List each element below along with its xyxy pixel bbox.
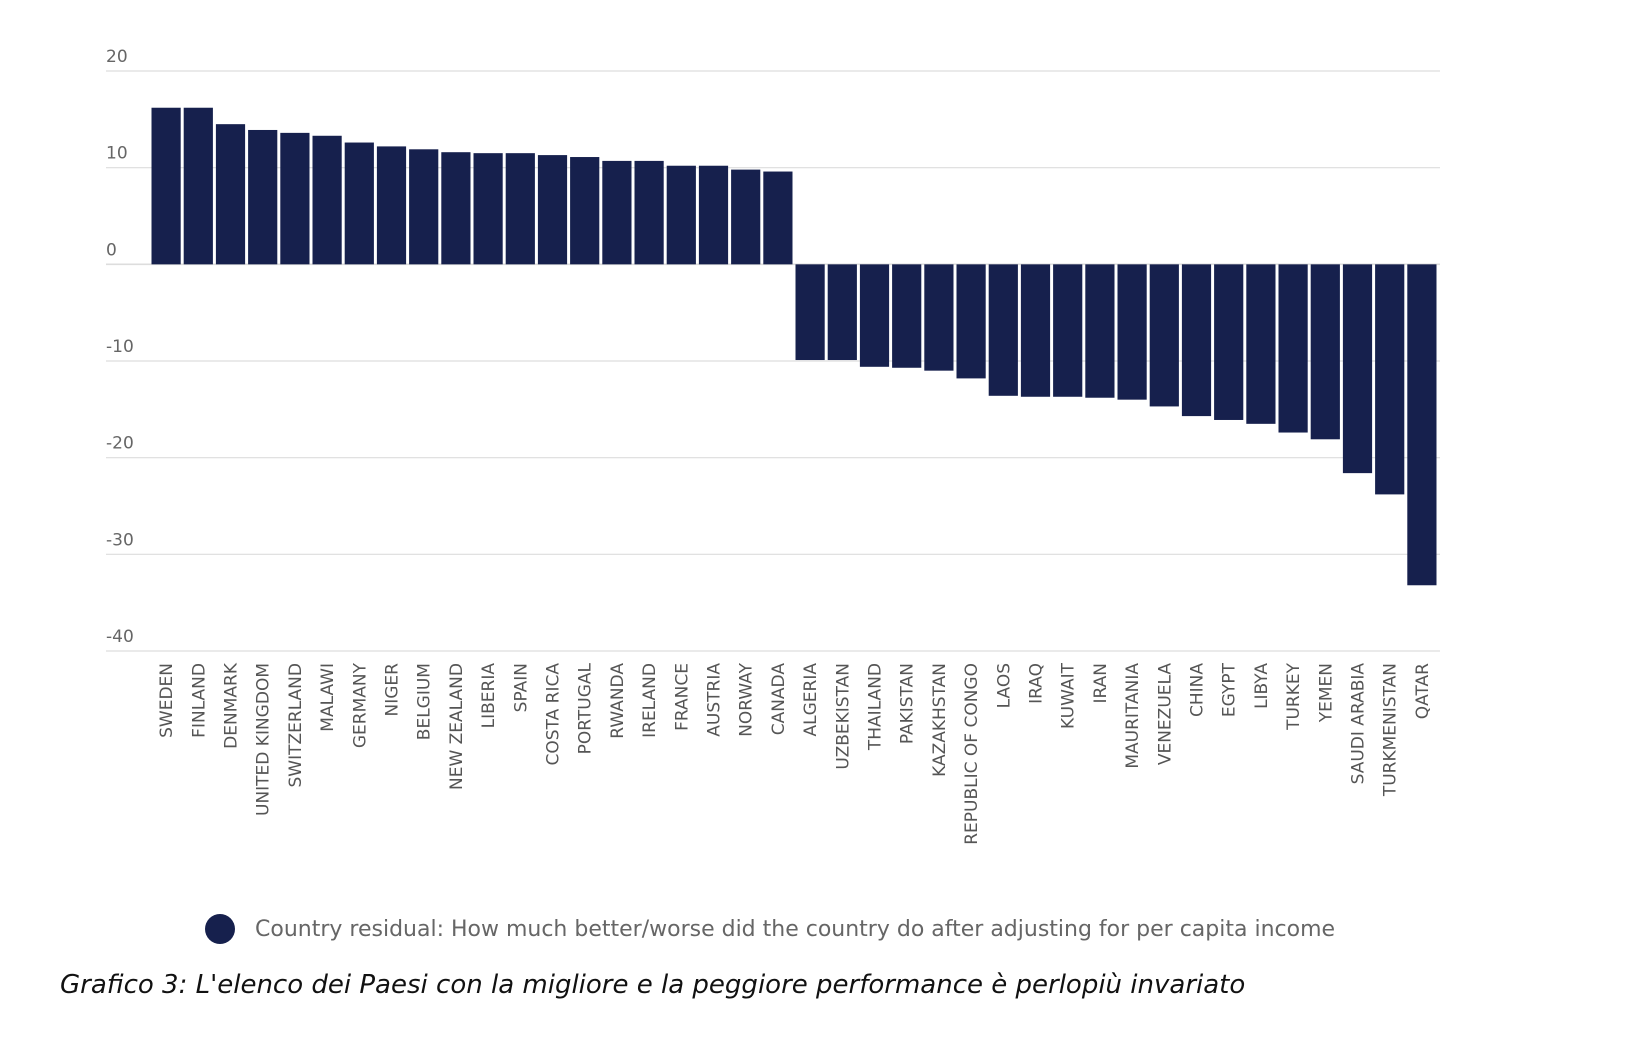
bars xyxy=(151,107,1437,586)
bar xyxy=(634,160,664,265)
y-tick-label: 10 xyxy=(106,144,128,164)
bar xyxy=(441,152,471,265)
x-tick-label: PAKISTAN xyxy=(898,663,918,744)
bar xyxy=(1246,264,1276,424)
x-tick-label: SAUDI ARABIA xyxy=(1349,663,1369,785)
x-tick-label: NEW ZEALAND xyxy=(447,663,467,790)
legend: Country residual: How much better/worse … xyxy=(205,914,1335,944)
x-tick-label: DENMARK xyxy=(222,662,242,749)
x-tick-label: KUWAIT xyxy=(1059,662,1079,729)
x-tick-label: ALGERIA xyxy=(801,663,821,737)
bar xyxy=(924,264,954,371)
bar xyxy=(473,153,503,265)
bar xyxy=(827,264,857,361)
x-tick-label: SPAIN xyxy=(511,663,531,712)
bar xyxy=(1181,264,1212,417)
bar xyxy=(1407,264,1437,586)
x-tick-label: AUSTRIA xyxy=(705,663,725,737)
x-axis-labels: SWEDEN FINLAND DENMARK UNITED KINGDOM SWITZE… xyxy=(157,662,1433,845)
x-tick-label: NORWAY xyxy=(737,662,757,736)
x-tick-label: SWEDEN xyxy=(157,663,177,738)
bar xyxy=(1053,264,1083,397)
x-tick-label: TURKEY xyxy=(1284,662,1304,731)
x-tick-label: QATAR xyxy=(1413,663,1433,719)
legend-label: Country residual: How much better/worse … xyxy=(255,916,1336,942)
y-tick-label: 0 xyxy=(106,240,117,260)
x-tick-label: FRANCE xyxy=(672,663,692,731)
bar xyxy=(1278,264,1308,433)
x-tick-label: LAOS xyxy=(994,663,1014,708)
y-axis-ticks: 20 10 0 -10 -20 -30 -40 xyxy=(106,47,134,647)
bar xyxy=(859,264,890,367)
x-tick-label: PORTUGAL xyxy=(576,662,596,754)
y-tick-label: -20 xyxy=(106,434,134,454)
bar xyxy=(1149,264,1179,407)
x-tick-label: SWITZERLAND xyxy=(286,663,306,788)
bar xyxy=(988,264,1018,396)
y-tick-label: -10 xyxy=(106,337,134,357)
bar xyxy=(570,157,600,265)
x-tick-label: VENEZUELA xyxy=(1155,663,1175,766)
bar xyxy=(505,153,535,265)
bar xyxy=(666,165,696,265)
x-tick-label: COSTA RICA xyxy=(544,663,564,766)
bar xyxy=(1375,264,1405,495)
x-tick-label: REPUBLIC OF CONGO xyxy=(962,663,982,845)
x-tick-label: RWANDA xyxy=(608,663,628,739)
y-tick-label: -40 xyxy=(106,627,134,647)
y-tick-label: -30 xyxy=(106,530,134,550)
x-tick-label: TURKMENISTAN xyxy=(1381,663,1401,797)
bar xyxy=(409,149,439,265)
bar xyxy=(183,107,213,265)
bar xyxy=(280,132,310,265)
x-tick-label: NIGER xyxy=(383,663,403,717)
bar xyxy=(537,155,568,265)
x-tick-label: YEMEN xyxy=(1316,663,1336,723)
bar xyxy=(731,169,761,265)
x-tick-label: EGYPT xyxy=(1220,662,1240,717)
bar xyxy=(312,135,342,265)
x-tick-label: LIBERIA xyxy=(479,663,499,729)
bar xyxy=(1214,264,1244,420)
bar xyxy=(1342,264,1373,474)
x-tick-label: THAILAND xyxy=(866,663,886,751)
bar xyxy=(215,124,246,265)
bar xyxy=(1117,264,1147,400)
y-tick-label: 20 xyxy=(106,47,128,67)
x-tick-label: UNITED KINGDOM xyxy=(254,663,274,816)
legend-swatch xyxy=(205,914,235,944)
x-tick-label: UZBEKISTAN xyxy=(833,663,853,770)
figure-caption: Grafico 3: L'elenco dei Paesi con la mig… xyxy=(60,970,1246,1000)
x-tick-label: IRELAND xyxy=(640,663,660,738)
bar xyxy=(376,146,407,265)
x-tick-label: MAURITANIA xyxy=(1123,663,1143,769)
bar xyxy=(1310,264,1340,440)
bar xyxy=(763,171,793,265)
bar-chart: 20 10 0 -10 -20 -30 -40 SWEDEN FINLAND DENMARK UN… xyxy=(106,47,1440,845)
x-tick-label: CANADA xyxy=(769,663,789,736)
bar xyxy=(344,142,374,265)
bar xyxy=(892,264,922,368)
bar xyxy=(1020,264,1051,397)
bar xyxy=(1085,264,1115,398)
x-tick-label: CHINA xyxy=(1188,663,1208,717)
x-tick-label: KAZAKHSTAN xyxy=(930,663,950,777)
bar xyxy=(698,165,729,265)
bar xyxy=(151,107,181,265)
bar xyxy=(602,160,632,265)
x-tick-label: LIBYA xyxy=(1252,663,1272,709)
bar xyxy=(795,264,825,361)
bar xyxy=(248,129,278,265)
x-tick-label: IRAQ xyxy=(1027,663,1047,704)
bar xyxy=(956,264,986,379)
x-tick-label: GERMANY xyxy=(350,662,370,748)
x-tick-label: MALAWI xyxy=(318,663,338,732)
x-tick-label: BELGIUM xyxy=(415,663,435,740)
x-tick-label: IRAN xyxy=(1091,663,1111,703)
x-tick-label: FINLAND xyxy=(189,663,209,738)
